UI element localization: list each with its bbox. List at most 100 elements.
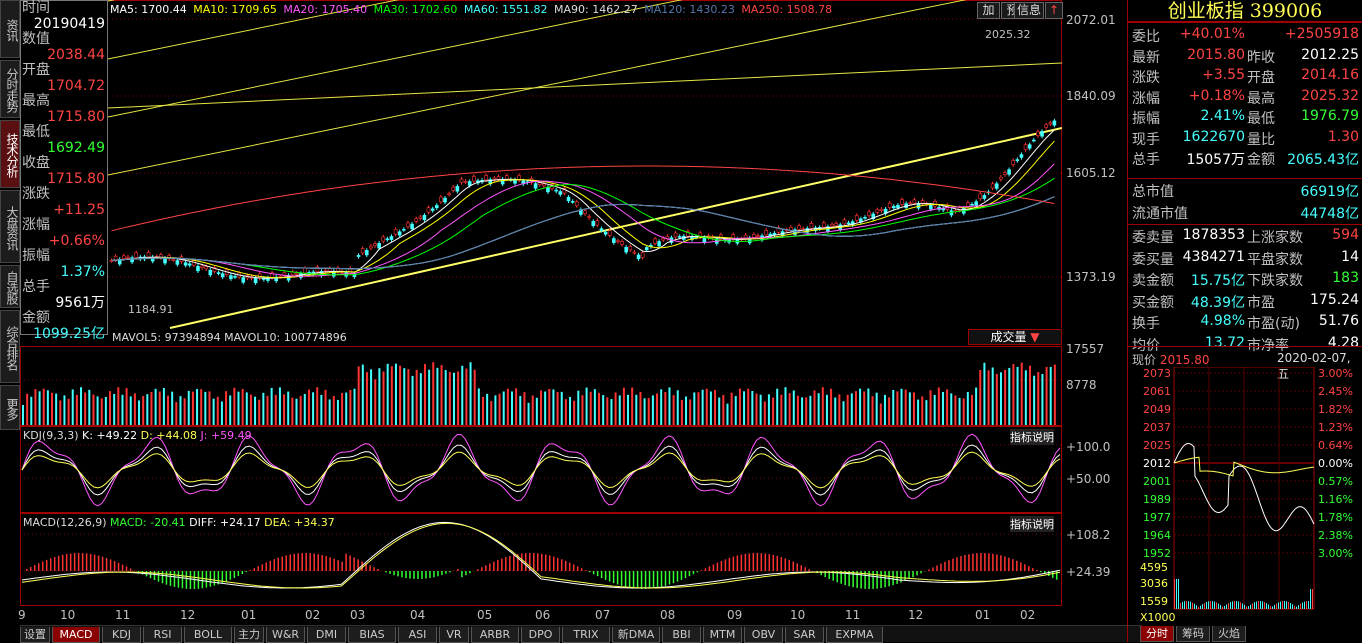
indicator-tab[interactable]: OBV xyxy=(744,627,783,643)
volume-bar xyxy=(627,395,629,425)
volume-bar xyxy=(39,391,41,425)
macd-value: MACD: -20.41 xyxy=(110,516,186,529)
macd-histogram-bar xyxy=(601,571,603,578)
indicator-tab[interactable]: DMI xyxy=(307,627,346,643)
info-button[interactable]: 信息 xyxy=(1014,2,1044,19)
indicator-tab[interactable]: 主力 xyxy=(234,627,264,643)
side-tab[interactable]: 更多 xyxy=(0,385,20,430)
indicator-tab[interactable]: ARBR xyxy=(471,627,519,643)
intraday-tab[interactable]: 火焰 xyxy=(1212,626,1246,642)
indicator-tab[interactable]: RSI xyxy=(143,627,182,643)
volume-bar xyxy=(474,370,476,425)
indicator-tab[interactable]: BBI xyxy=(662,627,701,643)
volume-bar xyxy=(370,369,372,425)
side-tab[interactable]: 技术分析 xyxy=(0,120,20,188)
volume-bar xyxy=(117,387,119,425)
side-tab[interactable]: 大盘资讯 xyxy=(0,190,20,263)
candle-body xyxy=(534,184,537,189)
volume-bar xyxy=(768,394,770,425)
candle-body xyxy=(386,239,389,240)
indicator-tab[interactable]: MTM xyxy=(703,627,742,643)
volume-bar xyxy=(428,370,430,425)
indicator-tab[interactable]: 新DMA xyxy=(612,627,660,643)
macd-legend: MACD(12,26,9) MACD: -20.41 DIFF: +24.17 … xyxy=(23,516,335,529)
month-label: 03 xyxy=(350,608,365,622)
volume-bar xyxy=(461,366,463,425)
macd-histogram-bar xyxy=(469,571,471,573)
volume-bar xyxy=(710,391,712,425)
add-button[interactable]: 加 xyxy=(977,2,1000,19)
breadth-value: 51.76 xyxy=(1319,313,1359,329)
tooltip-label: 涨跌 xyxy=(21,187,107,203)
candle-body xyxy=(411,224,414,229)
macd-help-button[interactable]: 指标说明 xyxy=(1010,516,1054,532)
macd-histogram-bar xyxy=(313,554,315,571)
macd-histogram-bar xyxy=(258,566,260,571)
macd-histogram-bar xyxy=(429,571,431,578)
volume-bar xyxy=(805,397,807,425)
volume-bar xyxy=(387,364,389,425)
quote-label: 最新 xyxy=(1132,47,1160,67)
volume-bar xyxy=(693,392,695,425)
indicator-tab[interactable]: 设置 xyxy=(20,627,50,643)
kdj-help-button[interactable]: 指标说明 xyxy=(1010,429,1054,445)
intraday-volume-bar xyxy=(1300,604,1301,609)
side-tab[interactable]: 资讯 xyxy=(0,0,20,58)
macd-histogram-bar xyxy=(421,571,423,579)
candle-body xyxy=(172,259,175,260)
intraday-volume-bar xyxy=(1284,601,1285,609)
indicator-tab[interactable]: MACD xyxy=(52,627,100,643)
intraday-price-label: 2025 xyxy=(1143,439,1171,452)
indicator-tab[interactable]: DPO xyxy=(521,627,560,643)
indicator-tab[interactable]: BIAS xyxy=(348,627,396,643)
indicator-tab[interactable]: TRIX xyxy=(562,627,610,643)
volume-bar xyxy=(523,392,525,425)
indicator-tab[interactable]: SAR xyxy=(785,627,824,643)
intraday-volume-bar xyxy=(1202,604,1203,609)
macd-histogram-bar xyxy=(70,554,72,571)
macd-histogram-bar xyxy=(270,561,272,571)
volume-bar xyxy=(975,388,977,425)
volume-bar xyxy=(988,370,990,425)
macd-histogram-bar xyxy=(709,566,711,571)
volume-bar xyxy=(291,398,293,425)
candle-body xyxy=(1028,145,1031,149)
volume-bar xyxy=(1029,366,1031,425)
macd-histogram-bar xyxy=(110,559,112,571)
technical-chart[interactable] xyxy=(20,0,1062,625)
intraday-volume-bar xyxy=(1310,589,1311,609)
indicator-tab[interactable]: W&R xyxy=(266,627,305,643)
macd-histogram-bar xyxy=(673,571,675,583)
candle-body xyxy=(625,247,628,252)
volume-bar xyxy=(196,389,198,425)
candle-body xyxy=(390,237,393,240)
intraday-tab[interactable]: 分时 xyxy=(1140,626,1174,642)
volume-bar xyxy=(43,389,45,425)
macd-axis-mid: +24.39 xyxy=(1066,565,1110,579)
intraday-volume-bar xyxy=(1234,601,1235,609)
volume-bar xyxy=(490,401,492,425)
volume-bar xyxy=(97,396,99,425)
side-tab[interactable]: 自选股 xyxy=(0,265,20,308)
indicator-tab[interactable]: KDJ xyxy=(102,627,141,643)
volume-bar xyxy=(304,394,306,425)
volume-dropdown[interactable]: 成交量 ▼ xyxy=(968,329,1062,345)
close-icon[interactable]: ↑ xyxy=(1045,2,1063,19)
volume-bar xyxy=(72,389,74,425)
side-tab[interactable]: 综合排名 xyxy=(0,310,20,383)
macd-histogram-bar xyxy=(661,571,663,587)
intraday-tab[interactable]: 筹码 xyxy=(1176,626,1210,642)
indicator-tab[interactable]: VR xyxy=(439,627,469,643)
volume-bar xyxy=(47,390,49,425)
candle-body xyxy=(456,186,459,191)
intraday-volume-bar xyxy=(1298,605,1299,609)
macd-histogram-bar xyxy=(545,555,547,571)
indicator-tab[interactable]: EXPMA xyxy=(826,627,883,643)
side-tab[interactable]: 分时走势 xyxy=(0,60,20,118)
indicator-tab[interactable]: ASI xyxy=(398,627,437,643)
volume-dropdown-label: 成交量 xyxy=(990,330,1026,344)
volume-bar xyxy=(1012,364,1014,425)
quote-label: 最低 xyxy=(1247,108,1275,128)
ma-legend: MA5: 1700.44 MA10: 1709.65 MA20: 1705.40… xyxy=(110,3,835,16)
indicator-tab[interactable]: BOLL xyxy=(184,627,232,643)
